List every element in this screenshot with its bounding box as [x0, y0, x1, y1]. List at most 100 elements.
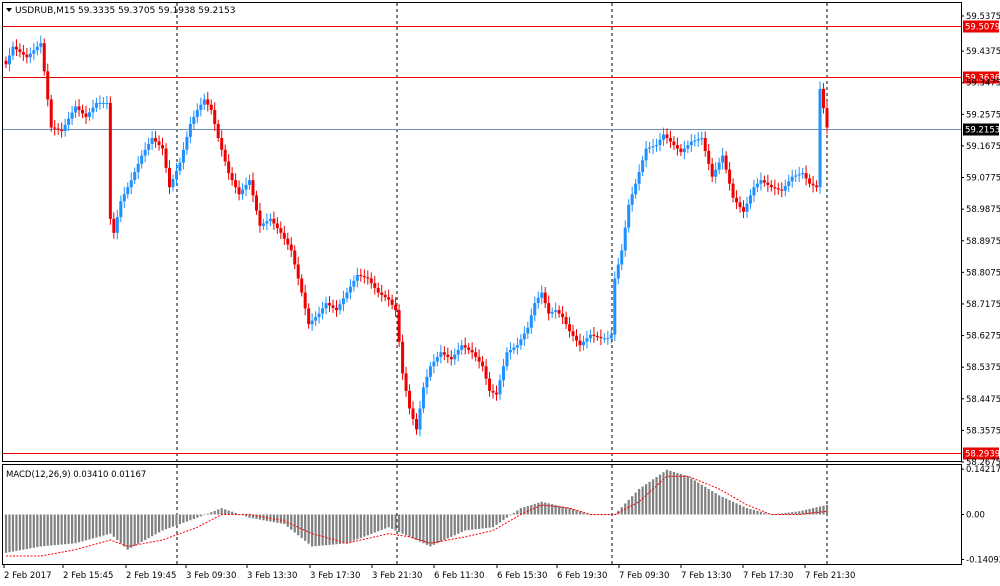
candle: [425, 369, 429, 395]
candle-body: [794, 175, 798, 177]
candle-body: [376, 287, 380, 293]
macd-bar: [279, 514, 282, 524]
candle-body: [651, 146, 655, 148]
candle: [602, 333, 606, 343]
macd-bar: [756, 510, 759, 515]
price-tick-label: 58.8075: [966, 268, 1000, 278]
macd-bar: [478, 514, 481, 529]
candle-body: [561, 313, 565, 318]
macd-tick-label: 0.00: [966, 511, 985, 521]
time-label: 2 Feb 2017: [4, 571, 52, 581]
macd-bar: [168, 514, 171, 528]
candle-body: [213, 109, 217, 124]
dropdown-icon[interactable]: [6, 8, 12, 12]
candle-body: [564, 317, 568, 325]
candle-body: [644, 148, 648, 161]
candle: [171, 174, 175, 192]
candle: [780, 182, 784, 198]
macd-bar: [50, 514, 53, 546]
macd-bar: [432, 514, 435, 545]
candle: [808, 174, 812, 188]
candle: [797, 166, 801, 183]
macd-bar: [359, 514, 362, 538]
macd-bar: [714, 493, 717, 515]
macd-bar: [467, 514, 470, 531]
candle: [362, 269, 366, 284]
candle: [35, 41, 39, 56]
macd-bar: [425, 514, 429, 545]
price-tick-label: 58.4475: [966, 395, 1000, 405]
macd-bar: [161, 514, 164, 531]
candle: [140, 150, 144, 169]
macd-bar: [140, 514, 143, 542]
candle: [108, 96, 112, 225]
macd-bar: [558, 505, 561, 515]
candle: [56, 123, 60, 135]
candle: [67, 111, 71, 131]
candle-body: [115, 217, 119, 233]
macd-bar: [15, 514, 18, 551]
macd-bar: [384, 514, 387, 529]
candle-body: [568, 324, 572, 332]
candle-body: [275, 223, 279, 229]
candle: [227, 154, 231, 180]
candle: [595, 331, 599, 341]
candle-body: [289, 244, 293, 251]
macd-bar: [738, 504, 742, 515]
macd-bar: [801, 510, 804, 515]
macd-bar: [248, 514, 251, 518]
candle-body: [526, 327, 530, 334]
macd-bar: [791, 512, 794, 515]
candle: [324, 296, 328, 315]
candle: [790, 169, 794, 188]
candle-body: [154, 138, 158, 142]
candle-body: [227, 161, 231, 174]
candle: [477, 349, 481, 369]
candle: [421, 382, 425, 413]
macd-bar: [798, 511, 801, 515]
candle: [689, 133, 693, 152]
candle: [192, 110, 196, 130]
macd-bar: [749, 509, 752, 515]
candle-body: [533, 303, 537, 316]
candle: [317, 306, 321, 324]
macd-bar: [300, 514, 303, 539]
candle-body: [766, 182, 770, 185]
candle-body: [46, 71, 50, 100]
candle: [359, 268, 363, 282]
candle-body: [776, 188, 780, 190]
macd-bar: [784, 512, 787, 515]
candle: [251, 172, 255, 203]
candle-body: [616, 264, 620, 279]
macd-bar: [631, 496, 634, 515]
candle: [408, 384, 412, 415]
candle-body: [314, 317, 318, 321]
candle-body: [421, 387, 425, 409]
candle: [84, 105, 88, 124]
candle: [289, 237, 293, 258]
macd-bar: [488, 514, 491, 528]
macd-bar: [377, 514, 380, 532]
candle-body: [825, 108, 829, 128]
candle: [115, 209, 119, 240]
macd-bar: [728, 500, 731, 515]
candle: [195, 103, 199, 123]
macd-bar: [199, 514, 202, 517]
candle-body: [752, 187, 756, 196]
candle: [630, 186, 634, 212]
main-panel[interactable]: [2, 2, 962, 462]
macd-bar: [356, 514, 359, 540]
candle: [307, 303, 311, 329]
price-tick-label: 58.6275: [966, 332, 1000, 342]
candle: [206, 91, 210, 112]
macd-bar: [676, 472, 679, 515]
candle-body: [488, 378, 492, 391]
candle-body: [244, 184, 248, 190]
candle: [773, 179, 777, 196]
candle-body: [655, 145, 659, 147]
candle: [717, 157, 721, 175]
candle-body: [822, 88, 826, 109]
candle: [53, 119, 57, 136]
candle: [428, 361, 432, 381]
